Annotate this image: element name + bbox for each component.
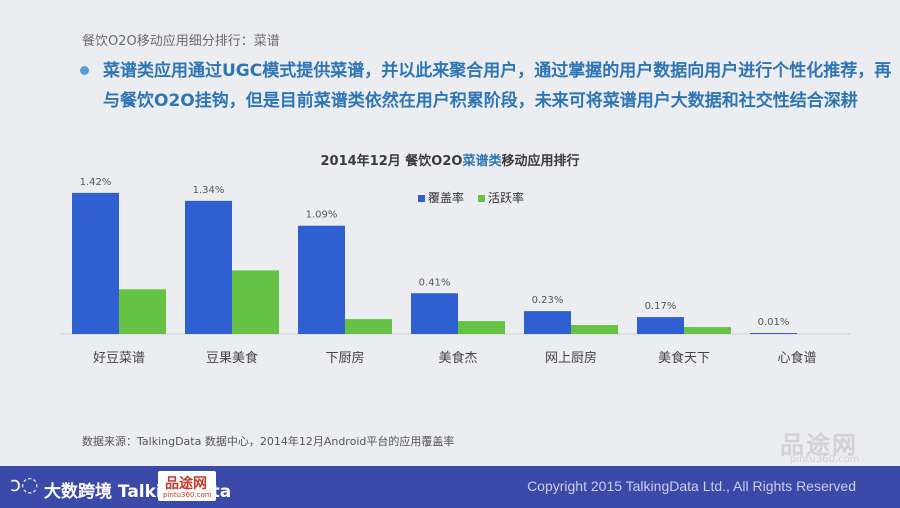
category-label: 网上厨房 [545, 350, 597, 366]
pintu-watermark-logo [158, 471, 216, 501]
data-label: 0.41% [419, 277, 451, 288]
legend-swatch [478, 195, 485, 202]
data-label: 0.23% [532, 295, 564, 306]
pintu-watermark-text: 品途网 [165, 476, 207, 492]
data-label: 0.01% [758, 317, 790, 328]
bar-coverage [637, 317, 684, 334]
source-note: 数据来源：TalkingData 数据中心，2014年12月Android平台的… [82, 435, 455, 448]
data-label: 0.17% [645, 301, 677, 312]
category-label: 下厨房 [325, 350, 364, 366]
data-label: 1.09% [306, 210, 338, 221]
bar-coverage [524, 311, 571, 334]
bar-activity [571, 325, 618, 334]
bar-activity [232, 270, 279, 334]
breadcrumb: 餐饮O2O移动应用细分排行：菜谱 [82, 34, 280, 49]
bar-coverage [185, 200, 232, 334]
bar-chart: 1.42% 好豆菜谱 1.34% 豆果美食 1.09% 下厨房 0.41% 美食杰 0.23% 网… [60, 177, 850, 366]
talkingdata-logo-icon: ↄ◌ [10, 472, 39, 496]
legend-label: 活跃率 [488, 190, 524, 205]
bar-coverage [298, 225, 345, 334]
bar-coverage [411, 293, 458, 334]
bar-coverage [72, 192, 119, 334]
corner-watermark-text: 品途网 [780, 431, 858, 459]
data-label: 1.34% [193, 185, 225, 196]
pintu-watermark-url: pintu360.com [163, 491, 212, 499]
bar-coverage [750, 333, 797, 334]
category-label: 美食天下 [658, 350, 710, 366]
bar-activity [458, 321, 505, 334]
bar-activity [119, 289, 166, 334]
category-label: 豆果美食 [206, 350, 258, 366]
lead-text: 菜谱类应用通过UGC模式提供菜谱，并以此来聚合用户，通过掌握的用户数据向用户进行… [103, 61, 892, 111]
copyright-text: Copyright 2015 TalkingData Ltd., All Rig… [527, 478, 856, 494]
category-label: 美食杰 [438, 350, 477, 366]
chart-title-highlight: 菜谱类 [462, 154, 502, 169]
legend-swatch [418, 195, 425, 202]
legend-label: 覆盖率 [428, 190, 464, 205]
category-label: 好豆菜谱 [93, 351, 145, 366]
chart-title: 2014年12月 餐饮O2O菜谱类移动应用排行 [0, 150, 900, 169]
bullet-dot-icon [80, 66, 89, 75]
chart-title-prefix: 2014年12月 餐饮O2O [320, 154, 463, 169]
bar-activity [345, 319, 392, 334]
chart-title-suffix: 移动应用排行 [501, 154, 580, 169]
data-label: 1.42% [80, 177, 112, 188]
corner-watermark-url: pintu360.com [790, 454, 860, 465]
footer: ↄ◌ 大数跨境 TalkingData Copyright 2015 Talki… [0, 466, 900, 508]
category-label: 心食谱 [777, 350, 816, 366]
bar-activity [684, 327, 731, 334]
